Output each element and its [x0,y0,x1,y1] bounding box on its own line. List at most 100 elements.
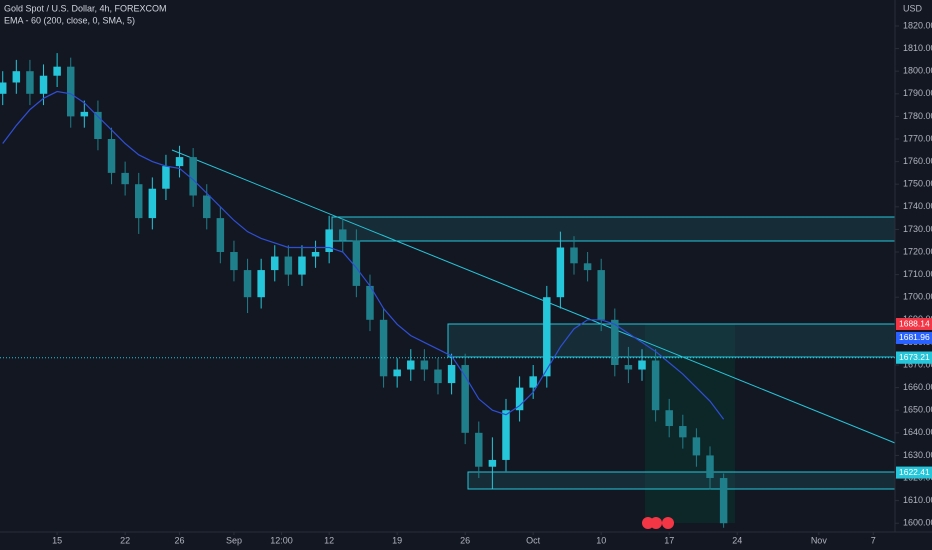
x-tick-label: 19 [392,535,402,545]
event-icon [650,517,662,529]
candle-body [53,66,61,76]
x-tick-label: 17 [664,535,674,545]
y-tick-label: 1790.00 [903,88,932,98]
x-tick-label: 12:00 [270,535,293,545]
x-tick-label: 10 [596,535,606,545]
candle-body [543,297,551,377]
candle-body [298,256,306,275]
y-tick-label: 1700.00 [903,292,932,302]
y-tick-label: 1820.00 [903,20,932,30]
candle-body [461,365,469,433]
candle-body [366,285,374,320]
candle-body [284,256,293,275]
candle-body [66,66,75,117]
candle-body [638,360,646,370]
y-tick-label: 1650.00 [903,405,932,415]
y-tick-label: 1670.00 [903,359,932,369]
y-tick-label: 1710.00 [903,269,932,279]
candle-body [216,218,225,253]
candle-body [148,188,157,219]
ema-line [2,90,725,420]
y-tick-label: 1770.00 [903,133,932,143]
candle-body [325,229,333,253]
x-tick-label: 22 [120,535,130,545]
candle-body [679,426,687,438]
candle-body [257,270,265,298]
candle-body [311,252,320,257]
candle-body [706,455,714,479]
x-tick-label: 24 [732,535,742,545]
event-icons [642,517,674,529]
trend-line [171,149,896,444]
candle-body [556,247,565,298]
candle-body [12,71,21,83]
y-tick-label: 1730.00 [903,224,932,234]
candle-body [271,256,279,271]
candle-body [420,360,429,370]
candle-body [515,387,524,411]
zone-rect [331,216,896,242]
price-tag [896,466,932,479]
chart-title: Gold Spot / U.S. Dollar, 4h, FOREXCOM [4,3,167,13]
candle-body [134,184,143,219]
candle-body [583,263,592,271]
candle-body [243,270,252,298]
x-tick-label: Oct [526,535,541,545]
x-tick-label: 26 [175,535,185,545]
zone-rect [447,323,896,358]
y-tick-label: 1640.00 [903,427,932,437]
candle-body [665,410,673,427]
candle-body [379,319,388,377]
x-tick-label: Sep [226,535,242,545]
y-tick-label: 1720.00 [903,246,932,256]
price-tag-label: 1622.41 [899,467,930,477]
y-tick-label: 1630.00 [903,450,932,460]
candle-body [475,432,483,467]
candle-body [447,365,456,384]
price-tag [896,351,932,364]
event-icon [662,517,674,529]
price-tag [896,318,932,331]
candle-body [80,111,89,117]
y-tick-label: 1600.00 [903,518,932,528]
candle-body [651,360,660,411]
candle-body [352,240,361,286]
candle-body [407,360,415,370]
candle-body [393,369,401,377]
candle-body [0,82,7,94]
y-tick-label: 1800.00 [903,66,932,76]
candle-body [203,195,211,219]
price-tag-label: 1681.96 [899,332,930,342]
candle-body [692,437,701,456]
x-tick-label: 7 [871,535,876,545]
candle-body [230,252,238,271]
zone-rect [467,471,896,490]
candle-body [488,459,497,467]
y-tick-label: 1740.00 [903,201,932,211]
candle-body [502,410,510,460]
candle-body [597,270,605,320]
candle-body [94,111,102,139]
x-tick-label: Nov [811,535,828,545]
candle-body [162,166,170,189]
x-tick-label: 15 [52,535,62,545]
x-tick-label: 26 [460,535,470,545]
x-tick-label: 12 [324,535,334,545]
y-tick-label: 1760.00 [903,156,932,166]
candle-body [624,365,633,370]
candle-body [26,71,34,94]
candle-body [611,319,619,366]
candle-body [39,75,48,94]
candle-body [175,157,184,167]
y-tick-label: 1810.00 [903,43,932,53]
candle-body [719,478,728,524]
price-tag-label: 1688.14 [899,318,930,328]
plot [0,53,728,528]
candle-body [529,376,537,388]
candle-body [339,229,347,241]
y-tick-label: 1660.00 [903,382,932,392]
price-tag [896,331,932,344]
